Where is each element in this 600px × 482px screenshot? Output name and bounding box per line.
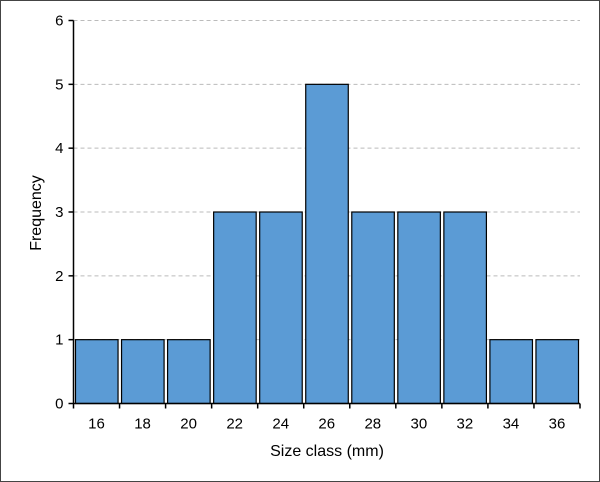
bar-22 bbox=[213, 211, 257, 405]
x-tick-label: 36 bbox=[549, 416, 566, 433]
x-tick-label: 18 bbox=[134, 416, 151, 433]
bar-16 bbox=[74, 339, 119, 405]
x-tick-label: 32 bbox=[457, 416, 474, 433]
x-axis-label: Size class (mm) bbox=[270, 443, 384, 460]
y-tick-label: 5 bbox=[55, 76, 63, 93]
bars bbox=[74, 83, 580, 405]
x-tick-label: 24 bbox=[272, 416, 289, 433]
bar-28 bbox=[351, 211, 395, 405]
y-tick-label: 2 bbox=[55, 268, 63, 285]
x-tick-label: 26 bbox=[318, 416, 335, 433]
bar-30 bbox=[397, 211, 441, 405]
bar-36 bbox=[535, 339, 580, 405]
y-tick-label: 3 bbox=[55, 204, 63, 221]
bar-24 bbox=[259, 211, 303, 405]
bar-34 bbox=[489, 339, 534, 405]
bar-20 bbox=[166, 339, 211, 405]
bar-26 bbox=[305, 83, 349, 405]
bar-18 bbox=[120, 339, 165, 405]
x-tick-label: 30 bbox=[410, 416, 427, 433]
x-tick-label: 16 bbox=[88, 416, 105, 433]
y-axis-label: Frequency bbox=[28, 175, 45, 251]
y-tick-label: 0 bbox=[55, 396, 63, 413]
x-tick-label: 34 bbox=[503, 416, 520, 433]
x-tick-label: 20 bbox=[180, 416, 197, 433]
bar-32 bbox=[443, 211, 488, 405]
y-tick-label: 1 bbox=[55, 332, 63, 349]
x-tick-label: 22 bbox=[226, 416, 243, 433]
y-tick-label: 6 bbox=[55, 13, 63, 30]
y-tick-label: 4 bbox=[55, 140, 63, 157]
x-tick-label: 28 bbox=[364, 416, 381, 433]
